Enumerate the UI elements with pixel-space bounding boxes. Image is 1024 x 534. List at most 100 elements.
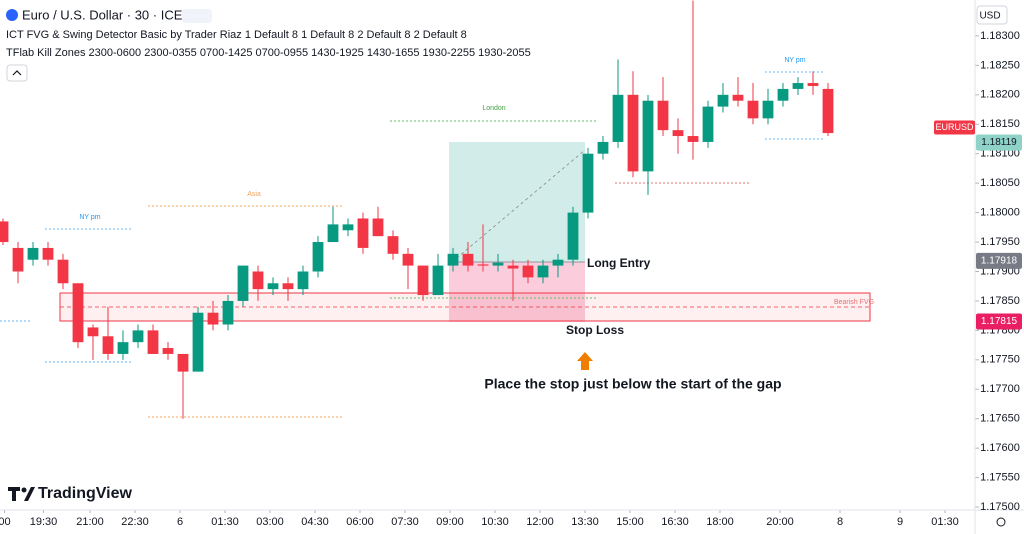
y-tick-label: 1.18000 xyxy=(980,207,1020,219)
stop-label: Stop Loss xyxy=(566,323,624,337)
x-tick-label: 03:00 xyxy=(256,516,284,528)
x-tick-label: 6 xyxy=(177,516,183,528)
killzone-label: NY pm xyxy=(79,214,100,221)
y-tick-label: 1.17550 xyxy=(980,472,1020,484)
price-badge-label: 1.18119 xyxy=(981,137,1017,148)
candle-body xyxy=(42,247,54,260)
x-tick-label: 19:30 xyxy=(30,516,58,528)
candle-body xyxy=(252,271,264,290)
x-tick-label: 07:30 xyxy=(391,516,419,528)
x-tick-label: 16:30 xyxy=(661,516,689,528)
candle-body xyxy=(147,330,159,354)
collapse-button[interactable] xyxy=(6,64,28,82)
y-tick-label: 1.18150 xyxy=(980,118,1020,130)
x-tick-label: 06:00 xyxy=(346,516,374,528)
profit-zone xyxy=(449,142,585,262)
candle-body xyxy=(522,265,534,278)
candle-body xyxy=(12,247,24,272)
x-tick-label: 00 xyxy=(0,516,11,528)
candle-body xyxy=(792,83,804,89)
x-tick-label: 22:30 xyxy=(121,516,149,528)
candle-body xyxy=(57,259,69,284)
candle-body xyxy=(162,348,174,354)
candle-body xyxy=(72,283,84,343)
candle-body xyxy=(342,224,354,231)
candle-body xyxy=(432,265,444,296)
indicator-label: TFlab Kill Zones 2300-0600 2300-0355 070… xyxy=(6,47,531,59)
x-tick-label: 09:00 xyxy=(436,516,464,528)
killzone-label: Asia xyxy=(247,191,261,198)
x-tick-label: 15:00 xyxy=(616,516,644,528)
price-badge-label: 1.17815 xyxy=(981,316,1018,327)
symbol-badge xyxy=(934,120,975,135)
candle-body xyxy=(372,218,384,237)
trade-line xyxy=(451,149,586,263)
killzone-label: London xyxy=(482,105,505,112)
candle-body xyxy=(192,312,204,372)
candle-body xyxy=(267,283,279,290)
y-tick-label: 1.17750 xyxy=(980,354,1020,366)
candle-body xyxy=(717,94,729,107)
candle-body xyxy=(237,265,249,301)
candle-body xyxy=(297,271,309,290)
fvg-label: Bearish FVG xyxy=(834,299,874,306)
y-tick-label: 1.17600 xyxy=(980,442,1020,454)
candle-body xyxy=(747,100,759,119)
candle-body xyxy=(687,136,699,142)
candle-body xyxy=(807,83,819,86)
candle-body xyxy=(477,264,489,266)
candle-body xyxy=(87,327,99,337)
arrow xyxy=(577,352,593,370)
candle-body xyxy=(357,218,369,248)
price-badge xyxy=(976,252,1022,269)
candle-body xyxy=(732,94,744,101)
y-tick-label: 1.18250 xyxy=(980,59,1020,71)
candle-body xyxy=(702,106,714,142)
x-tick-label: 01:30 xyxy=(931,516,959,528)
candle-body xyxy=(462,253,474,266)
x-tick-label: 20:00 xyxy=(766,516,794,528)
candle-body xyxy=(627,94,639,172)
x-tick-label: 21:00 xyxy=(76,516,104,528)
candle-body xyxy=(612,94,624,142)
y-tick-label: 1.17850 xyxy=(980,295,1020,307)
candle-body xyxy=(507,265,519,269)
x-tick-label: 10:30 xyxy=(481,516,509,528)
candle-body xyxy=(27,247,39,260)
indicator-label: ICT FVG & Swing Detector Basic by Trader… xyxy=(6,29,467,41)
candle-body xyxy=(762,100,774,119)
x-tick-label: 12:00 xyxy=(526,516,554,528)
y-tick-label: 1.17950 xyxy=(980,236,1020,248)
note: Place the stop just below the start of t… xyxy=(484,376,781,392)
candle-body xyxy=(822,88,834,134)
price-badge-label: 1.17918 xyxy=(981,256,1018,267)
y-tick-label: 1.17500 xyxy=(980,501,1020,513)
symbol-title: Euro / U.S. Dollar · 30 · ICE xyxy=(22,7,183,22)
x-tick-label: 04:30 xyxy=(301,516,329,528)
candle-body xyxy=(642,100,654,172)
candle-body xyxy=(657,100,669,131)
currency-button[interactable] xyxy=(976,5,1008,25)
candle-body xyxy=(582,153,594,213)
candle-body xyxy=(552,259,564,266)
symbol-icon xyxy=(6,9,18,21)
candle-body xyxy=(537,265,549,278)
entry-label: Long Entry xyxy=(587,256,651,270)
grid-layer xyxy=(4,35,979,513)
y-tick-label: 1.18100 xyxy=(980,148,1020,160)
logo-dot xyxy=(21,487,27,493)
symbol-badge-label: EURUSD xyxy=(935,122,974,132)
candle-body xyxy=(387,236,399,254)
settings-icon[interactable] xyxy=(996,517,1006,527)
y-tick-label: 1.18050 xyxy=(980,177,1020,189)
y-tick-label: 1.18200 xyxy=(980,89,1020,101)
x-tick-label: 13:30 xyxy=(571,516,599,528)
logo-text: TradingView xyxy=(38,485,133,502)
x-tick-label: 18:00 xyxy=(706,516,734,528)
candle-body xyxy=(282,283,294,290)
candle-body xyxy=(417,265,429,296)
candles-layer xyxy=(0,0,834,419)
logo-mark xyxy=(8,487,35,501)
collapse-icon xyxy=(12,70,22,76)
